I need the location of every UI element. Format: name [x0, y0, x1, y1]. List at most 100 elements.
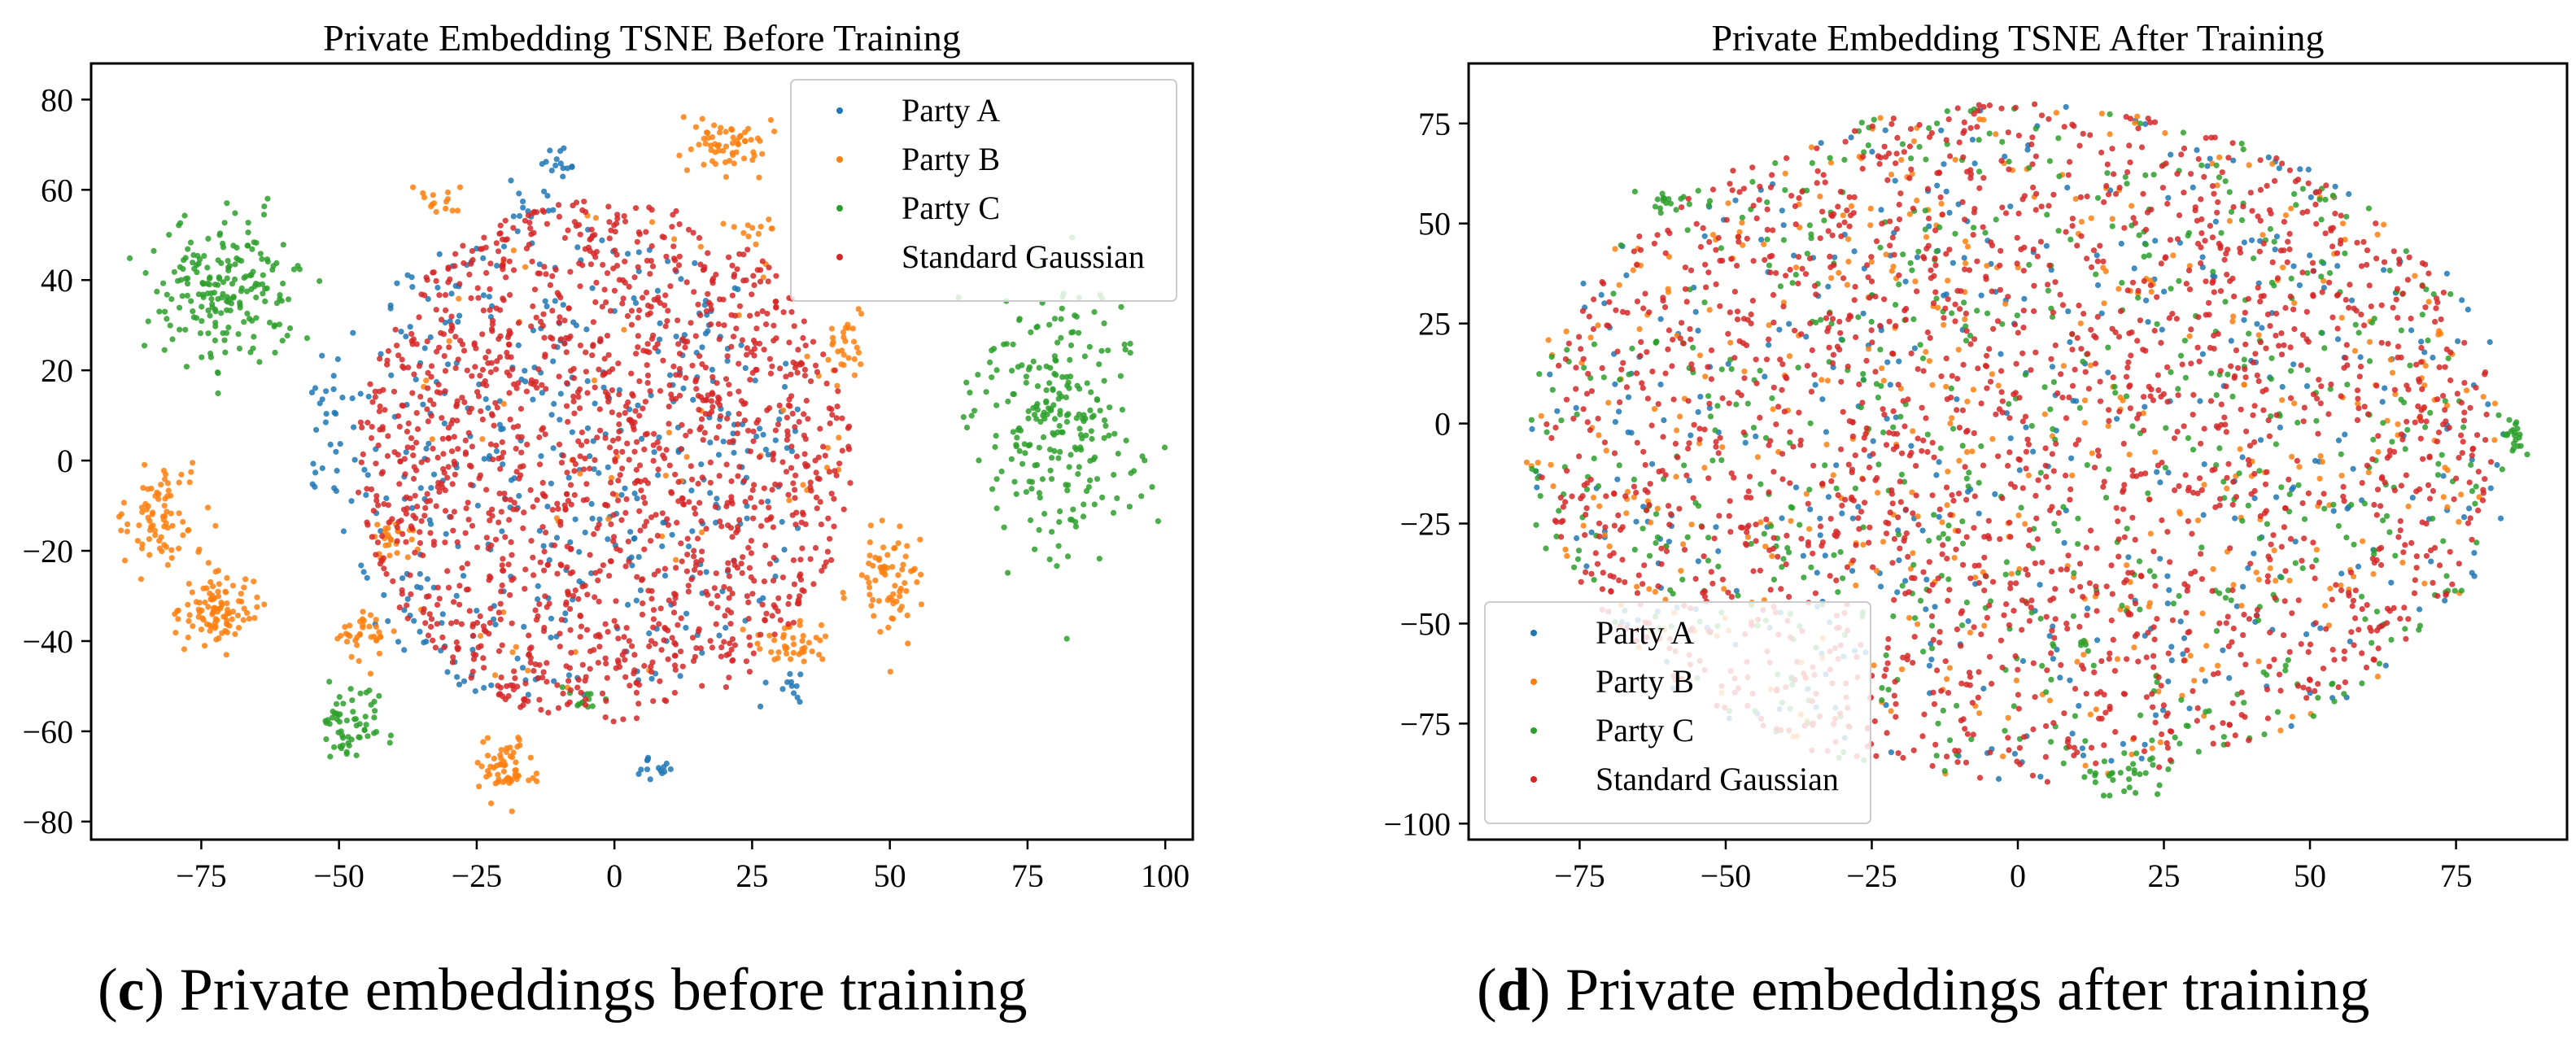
- data-point: [2168, 657, 2175, 664]
- data-point: [181, 257, 187, 264]
- data-point: [207, 354, 214, 360]
- data-point: [1706, 198, 1714, 204]
- data-point: [1962, 238, 1969, 245]
- data-point: [675, 478, 682, 486]
- data-point: [2048, 267, 2054, 273]
- data-point: [374, 522, 381, 528]
- data-point: [596, 598, 602, 605]
- data-point: [403, 539, 409, 545]
- data-point: [1941, 315, 1947, 321]
- data-point: [521, 509, 527, 516]
- data-point: [989, 486, 996, 492]
- data-point: [877, 629, 884, 635]
- data-point: [1049, 529, 1055, 535]
- data-point: [2151, 327, 2158, 334]
- data-point: [2161, 288, 2168, 295]
- data-point: [613, 448, 619, 456]
- data-point: [2106, 466, 2112, 473]
- data-point: [475, 393, 482, 399]
- data-point: [1825, 283, 1832, 290]
- data-point: [749, 591, 756, 597]
- data-point: [444, 474, 451, 481]
- data-point: [1894, 589, 1901, 596]
- data-point: [444, 568, 451, 574]
- data-point: [2177, 352, 2185, 359]
- data-point: [1831, 552, 1837, 558]
- data-point: [544, 303, 550, 310]
- data-point: [356, 657, 362, 665]
- data-point: [452, 251, 459, 257]
- data-point: [2076, 703, 2082, 709]
- data-point: [1789, 280, 1796, 286]
- data-point: [2080, 753, 2087, 759]
- data-point: [1880, 429, 1887, 436]
- data-point: [319, 465, 325, 472]
- data-point: [2355, 400, 2361, 407]
- data-point: [2120, 506, 2127, 513]
- data-point: [399, 356, 405, 363]
- data-point: [657, 336, 663, 343]
- data-point: [2438, 452, 2445, 458]
- data-point: [648, 596, 655, 602]
- data-point: [1906, 143, 1913, 150]
- data-point: [1946, 209, 1953, 216]
- data-point: [2310, 713, 2316, 719]
- data-point: [1037, 495, 1043, 501]
- data-point: [2430, 291, 2437, 298]
- data-point: [1110, 509, 1117, 517]
- data-point: [602, 655, 609, 661]
- data-point: [2210, 671, 2217, 678]
- data-point: [702, 141, 709, 147]
- data-point: [439, 415, 445, 421]
- data-point: [2392, 391, 2399, 398]
- data-point: [731, 642, 739, 648]
- data-point: [2241, 382, 2247, 388]
- data-point: [237, 299, 243, 306]
- data-point: [1860, 154, 1867, 160]
- data-point: [1692, 308, 1699, 315]
- data-point: [651, 571, 657, 578]
- data-point: [212, 323, 219, 329]
- data-point: [1806, 487, 1813, 493]
- data-point: [726, 651, 732, 657]
- data-point: [539, 674, 546, 681]
- data-point: [225, 258, 231, 264]
- data-point: [2213, 392, 2220, 399]
- data-point: [2081, 397, 2089, 404]
- data-point: [738, 561, 744, 567]
- data-point: [510, 225, 517, 231]
- data-point: [156, 308, 163, 315]
- data-point: [1591, 341, 1597, 347]
- data-point: [782, 645, 789, 652]
- data-point: [656, 621, 662, 627]
- data-point: [2241, 356, 2247, 363]
- data-point: [280, 242, 286, 248]
- data-point: [1800, 552, 1806, 559]
- data-point: [2064, 185, 2071, 191]
- data-point: [452, 471, 458, 478]
- data-point: [2397, 615, 2404, 622]
- data-point: [453, 592, 460, 600]
- data-point: [1797, 522, 1803, 528]
- data-point: [708, 306, 714, 312]
- data-point: [333, 487, 339, 495]
- data-point: [2082, 738, 2089, 744]
- data-point: [386, 552, 393, 559]
- data-point: [904, 543, 910, 549]
- data-point: [801, 658, 807, 665]
- points-layer: [1523, 101, 2530, 799]
- data-point: [382, 407, 388, 413]
- data-point: [1838, 378, 1845, 385]
- data-point: [498, 747, 504, 753]
- data-point: [703, 308, 709, 315]
- data-point: [1878, 207, 1884, 213]
- data-point: [2128, 751, 2135, 757]
- data-point: [557, 518, 564, 525]
- data-point: [148, 485, 155, 492]
- data-point: [438, 329, 444, 336]
- data-point: [2149, 745, 2155, 752]
- data-point: [832, 367, 838, 373]
- data-point: [158, 482, 164, 488]
- data-point: [417, 570, 423, 578]
- data-point: [790, 690, 797, 696]
